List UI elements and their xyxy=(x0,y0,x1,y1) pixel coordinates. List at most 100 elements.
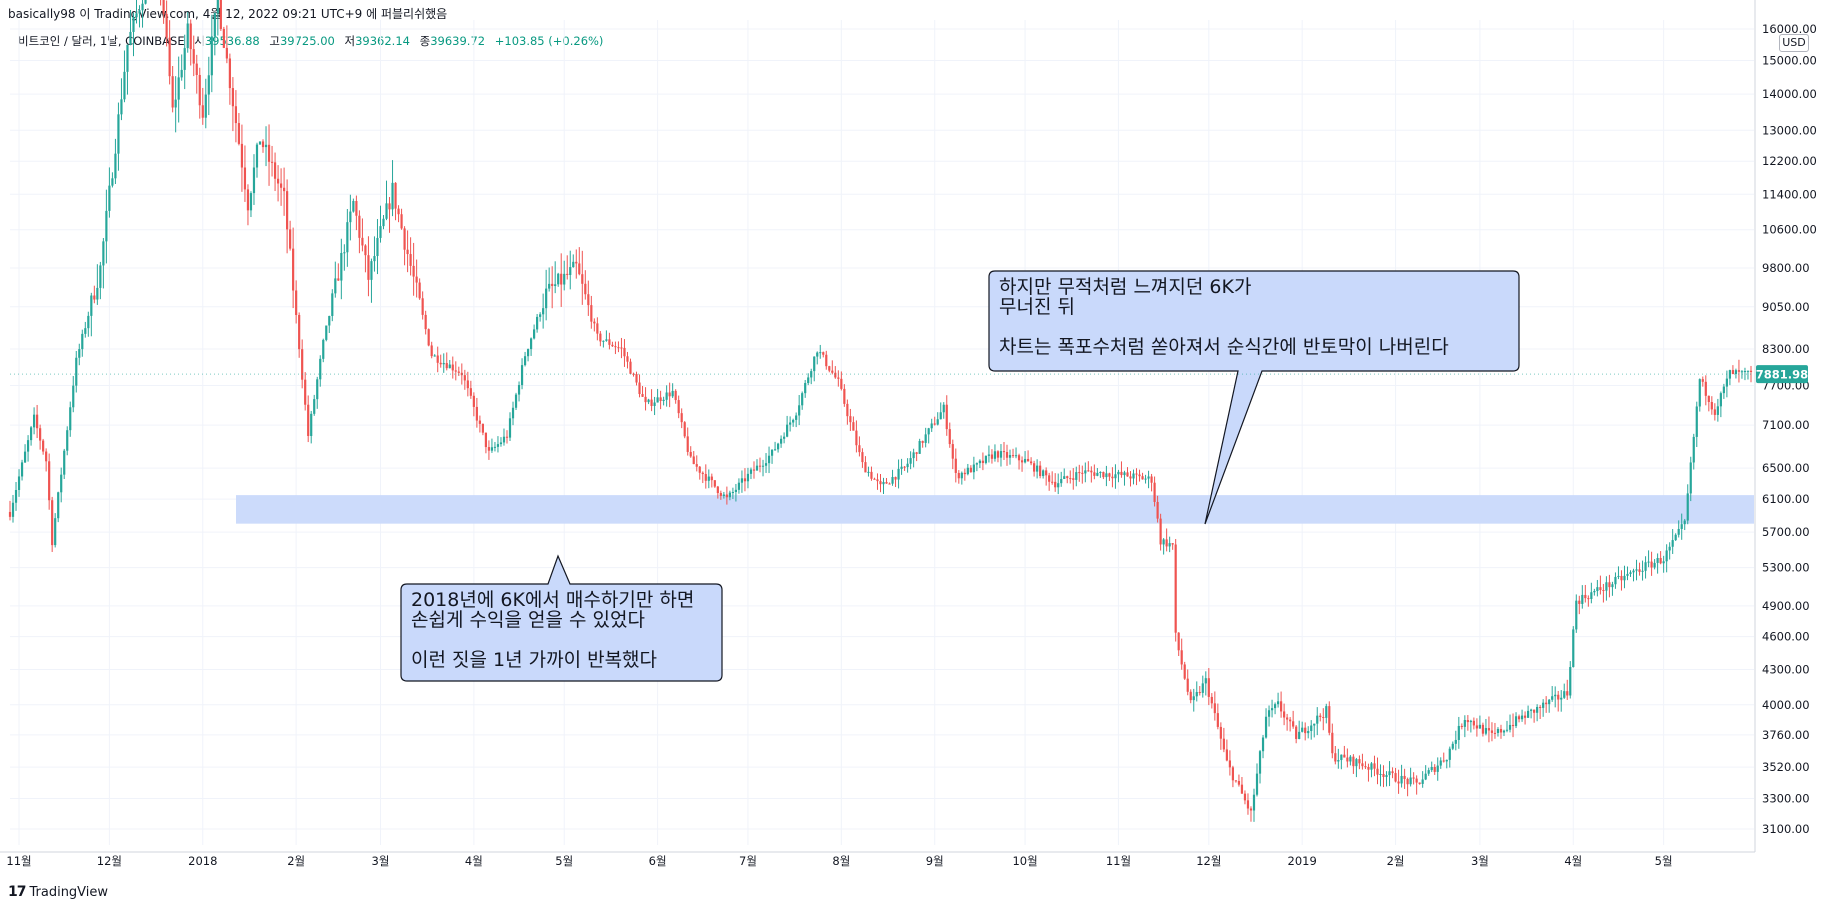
candle xyxy=(647,398,650,405)
candle xyxy=(993,444,997,462)
candle-body xyxy=(207,75,210,95)
candle xyxy=(545,269,548,321)
candle-body xyxy=(686,436,689,452)
candle xyxy=(1520,709,1524,722)
candle xyxy=(198,67,201,119)
candle xyxy=(1376,757,1379,785)
candle xyxy=(758,457,762,473)
candle-body xyxy=(1596,587,1599,592)
candle xyxy=(996,450,1000,463)
candle xyxy=(424,310,427,335)
candle-body xyxy=(1743,371,1747,373)
candle xyxy=(1692,433,1695,470)
candle-body xyxy=(132,16,135,32)
candle xyxy=(632,372,635,377)
candle-body xyxy=(243,167,247,190)
candle-body xyxy=(1072,478,1075,480)
candle xyxy=(861,448,864,468)
candle xyxy=(1517,714,1521,723)
candle xyxy=(542,293,545,329)
candle-body xyxy=(704,474,707,481)
candle-body xyxy=(231,88,234,107)
candle xyxy=(587,280,590,316)
candle xyxy=(1078,464,1081,482)
candle xyxy=(810,368,813,385)
candle-body xyxy=(1186,678,1189,692)
candle-body xyxy=(322,339,325,359)
candle xyxy=(975,462,978,472)
candle-body xyxy=(29,427,33,441)
candle xyxy=(969,465,972,473)
candle-body xyxy=(713,480,716,487)
callouts-layer xyxy=(400,270,1520,682)
candle xyxy=(1650,551,1653,576)
candle xyxy=(8,500,12,521)
candle-body xyxy=(391,182,394,210)
candle-body xyxy=(1614,576,1617,585)
candle-body xyxy=(490,447,494,451)
candle xyxy=(635,371,638,386)
candle-body xyxy=(1304,727,1307,734)
candle-body xyxy=(105,210,108,242)
candle-body xyxy=(1665,550,1668,562)
candle xyxy=(638,374,641,398)
candle-body xyxy=(400,214,403,229)
candle xyxy=(228,53,231,105)
candle-body xyxy=(813,356,816,372)
candle xyxy=(304,372,307,411)
candle xyxy=(144,0,147,5)
candle-body xyxy=(87,315,90,329)
candle xyxy=(689,446,692,458)
candle-body xyxy=(1367,766,1370,770)
candle-body xyxy=(1298,731,1301,739)
candle-body xyxy=(1472,720,1475,726)
candle-body xyxy=(1539,706,1542,708)
candle xyxy=(1298,720,1301,740)
candle-body xyxy=(1286,717,1289,720)
candle xyxy=(385,180,388,221)
close-value: 39639.72 xyxy=(430,34,486,48)
published-info: basically98 이 TradingView.com, 4월 12, 20… xyxy=(8,7,448,21)
candle-body xyxy=(234,106,238,124)
currency-badge[interactable]: USD xyxy=(1779,34,1809,52)
candle-body xyxy=(394,182,397,209)
candle-body xyxy=(755,465,759,471)
x-tick-label: 3월 xyxy=(1471,854,1489,868)
candle-body xyxy=(454,370,457,372)
candle-body xyxy=(572,261,575,268)
candle xyxy=(267,124,271,186)
candle-body xyxy=(228,58,231,89)
candle-body xyxy=(930,423,933,429)
candle-body xyxy=(1542,702,1545,708)
candle-body xyxy=(671,390,674,397)
x-tick-label: 2월 xyxy=(287,854,305,868)
candle-body xyxy=(1466,720,1469,723)
candle-body xyxy=(1192,696,1195,701)
candle-body xyxy=(1617,575,1620,577)
candle-body xyxy=(1737,370,1741,372)
candle xyxy=(436,346,439,373)
candle xyxy=(23,444,27,463)
candle-body xyxy=(1222,738,1225,750)
candle xyxy=(596,317,599,341)
candle xyxy=(1204,671,1207,696)
candle-body xyxy=(11,502,15,517)
candle xyxy=(105,189,108,264)
candle xyxy=(623,339,626,367)
candle xyxy=(189,19,192,66)
symbol-label[interactable]: 비트코인 / 달러, 1날, COINBASE xyxy=(18,34,185,48)
candle xyxy=(1273,702,1277,715)
candle-body xyxy=(1002,451,1006,453)
candle xyxy=(644,387,647,411)
candle-body xyxy=(1045,470,1048,476)
candle xyxy=(1707,395,1710,412)
candle-body xyxy=(963,472,966,475)
candle xyxy=(141,0,144,28)
candle-body xyxy=(557,273,560,285)
candle xyxy=(207,56,210,116)
candle-body xyxy=(484,432,488,448)
candle xyxy=(1484,718,1488,736)
candle-body xyxy=(168,37,171,77)
candle-body xyxy=(1039,465,1042,477)
